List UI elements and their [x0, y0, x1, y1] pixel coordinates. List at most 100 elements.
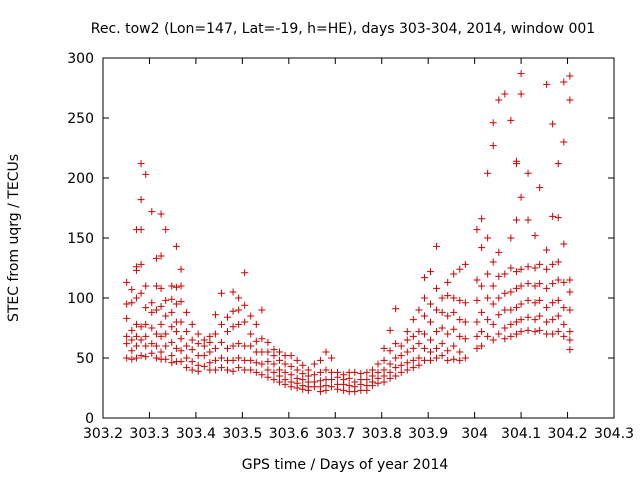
- data-point: [322, 348, 330, 356]
- data-point: [270, 368, 278, 376]
- data-point: [270, 346, 278, 354]
- data-point: [206, 332, 214, 340]
- data-point: [433, 284, 441, 292]
- data-point: [206, 348, 214, 356]
- data-point: [252, 320, 260, 328]
- data-point: [489, 119, 497, 127]
- data-point: [351, 388, 359, 396]
- data-point: [142, 332, 150, 340]
- data-point: [543, 265, 551, 273]
- data-point: [211, 366, 219, 374]
- data-point: [409, 356, 417, 364]
- data-point: [524, 280, 532, 288]
- data-point: [392, 340, 400, 348]
- data-point: [172, 242, 180, 250]
- data-point: [461, 354, 469, 362]
- data-point: [137, 323, 145, 331]
- data-point: [304, 366, 312, 374]
- data-point: [543, 80, 551, 88]
- data-point: [148, 308, 156, 316]
- data-point: [241, 269, 249, 277]
- data-point: [427, 356, 435, 364]
- data-point: [543, 284, 551, 292]
- data-point: [157, 252, 165, 260]
- data-point: [392, 372, 400, 380]
- data-point: [172, 328, 180, 336]
- data-point: [157, 284, 165, 292]
- data-point: [281, 352, 289, 360]
- data-point: [217, 364, 225, 372]
- data-point: [524, 216, 532, 224]
- data-point: [438, 340, 446, 348]
- data-point: [328, 354, 336, 362]
- data-point: [177, 318, 185, 326]
- data-point: [177, 347, 185, 355]
- data-point: [566, 336, 574, 344]
- data-point: [270, 360, 278, 368]
- data-point: [473, 344, 481, 352]
- data-point: [456, 316, 464, 324]
- data-point: [554, 312, 562, 320]
- data-point: [489, 320, 497, 328]
- data-point: [374, 368, 382, 376]
- data-point: [357, 386, 365, 394]
- data-point: [293, 366, 301, 374]
- data-point: [142, 304, 150, 312]
- data-point: [501, 335, 509, 343]
- data-point: [137, 160, 145, 168]
- y-tick-label: 300: [67, 51, 94, 67]
- data-point: [157, 332, 165, 340]
- data-point: [200, 336, 208, 344]
- data-point: [316, 377, 324, 385]
- data-point: [517, 282, 525, 290]
- data-point: [293, 356, 301, 364]
- data-point: [287, 371, 295, 379]
- y-axis-label: STEC from uqrg / TECUs: [6, 154, 22, 322]
- data-point: [438, 308, 446, 316]
- chart-title: Rec. tow2 (Lon=147, Lat=-19, h=HE), days…: [91, 21, 595, 37]
- data-point: [229, 356, 237, 364]
- data-point: [148, 340, 156, 348]
- data-point: [241, 366, 249, 374]
- data-point: [206, 359, 214, 367]
- data-point: [478, 342, 486, 350]
- data-point: [148, 299, 156, 307]
- data-point: [162, 330, 170, 338]
- data-point: [322, 386, 330, 394]
- data-point: [427, 268, 435, 276]
- plot-frame: [102, 57, 615, 419]
- data-point: [247, 330, 255, 338]
- data-point: [560, 138, 568, 146]
- data-point: [304, 372, 312, 380]
- data-point: [270, 352, 278, 360]
- data-point: [142, 320, 150, 328]
- data-point: [484, 169, 492, 177]
- data-point: [137, 336, 145, 344]
- data-point: [415, 354, 423, 362]
- data-point: [148, 349, 156, 357]
- data-point: [531, 316, 539, 324]
- data-point: [450, 308, 458, 316]
- data-point: [183, 308, 191, 316]
- data-point: [247, 342, 255, 350]
- data-point: [397, 352, 405, 360]
- data-point: [258, 306, 266, 314]
- data-point: [543, 330, 551, 338]
- data-point: [531, 328, 539, 336]
- data-point: [183, 342, 191, 350]
- data-point: [433, 328, 441, 336]
- data-point: [276, 348, 284, 356]
- data-point: [128, 336, 136, 344]
- data-point: [123, 340, 131, 348]
- data-point: [123, 300, 131, 308]
- data-point: [310, 371, 318, 379]
- data-point: [444, 356, 452, 364]
- data-point: [524, 296, 532, 304]
- data-point: [524, 313, 532, 321]
- data-point: [123, 332, 131, 340]
- data-point: [304, 386, 312, 394]
- data-point: [392, 305, 400, 313]
- data-point: [461, 335, 469, 343]
- data-point: [142, 282, 150, 290]
- data-point: [374, 360, 382, 368]
